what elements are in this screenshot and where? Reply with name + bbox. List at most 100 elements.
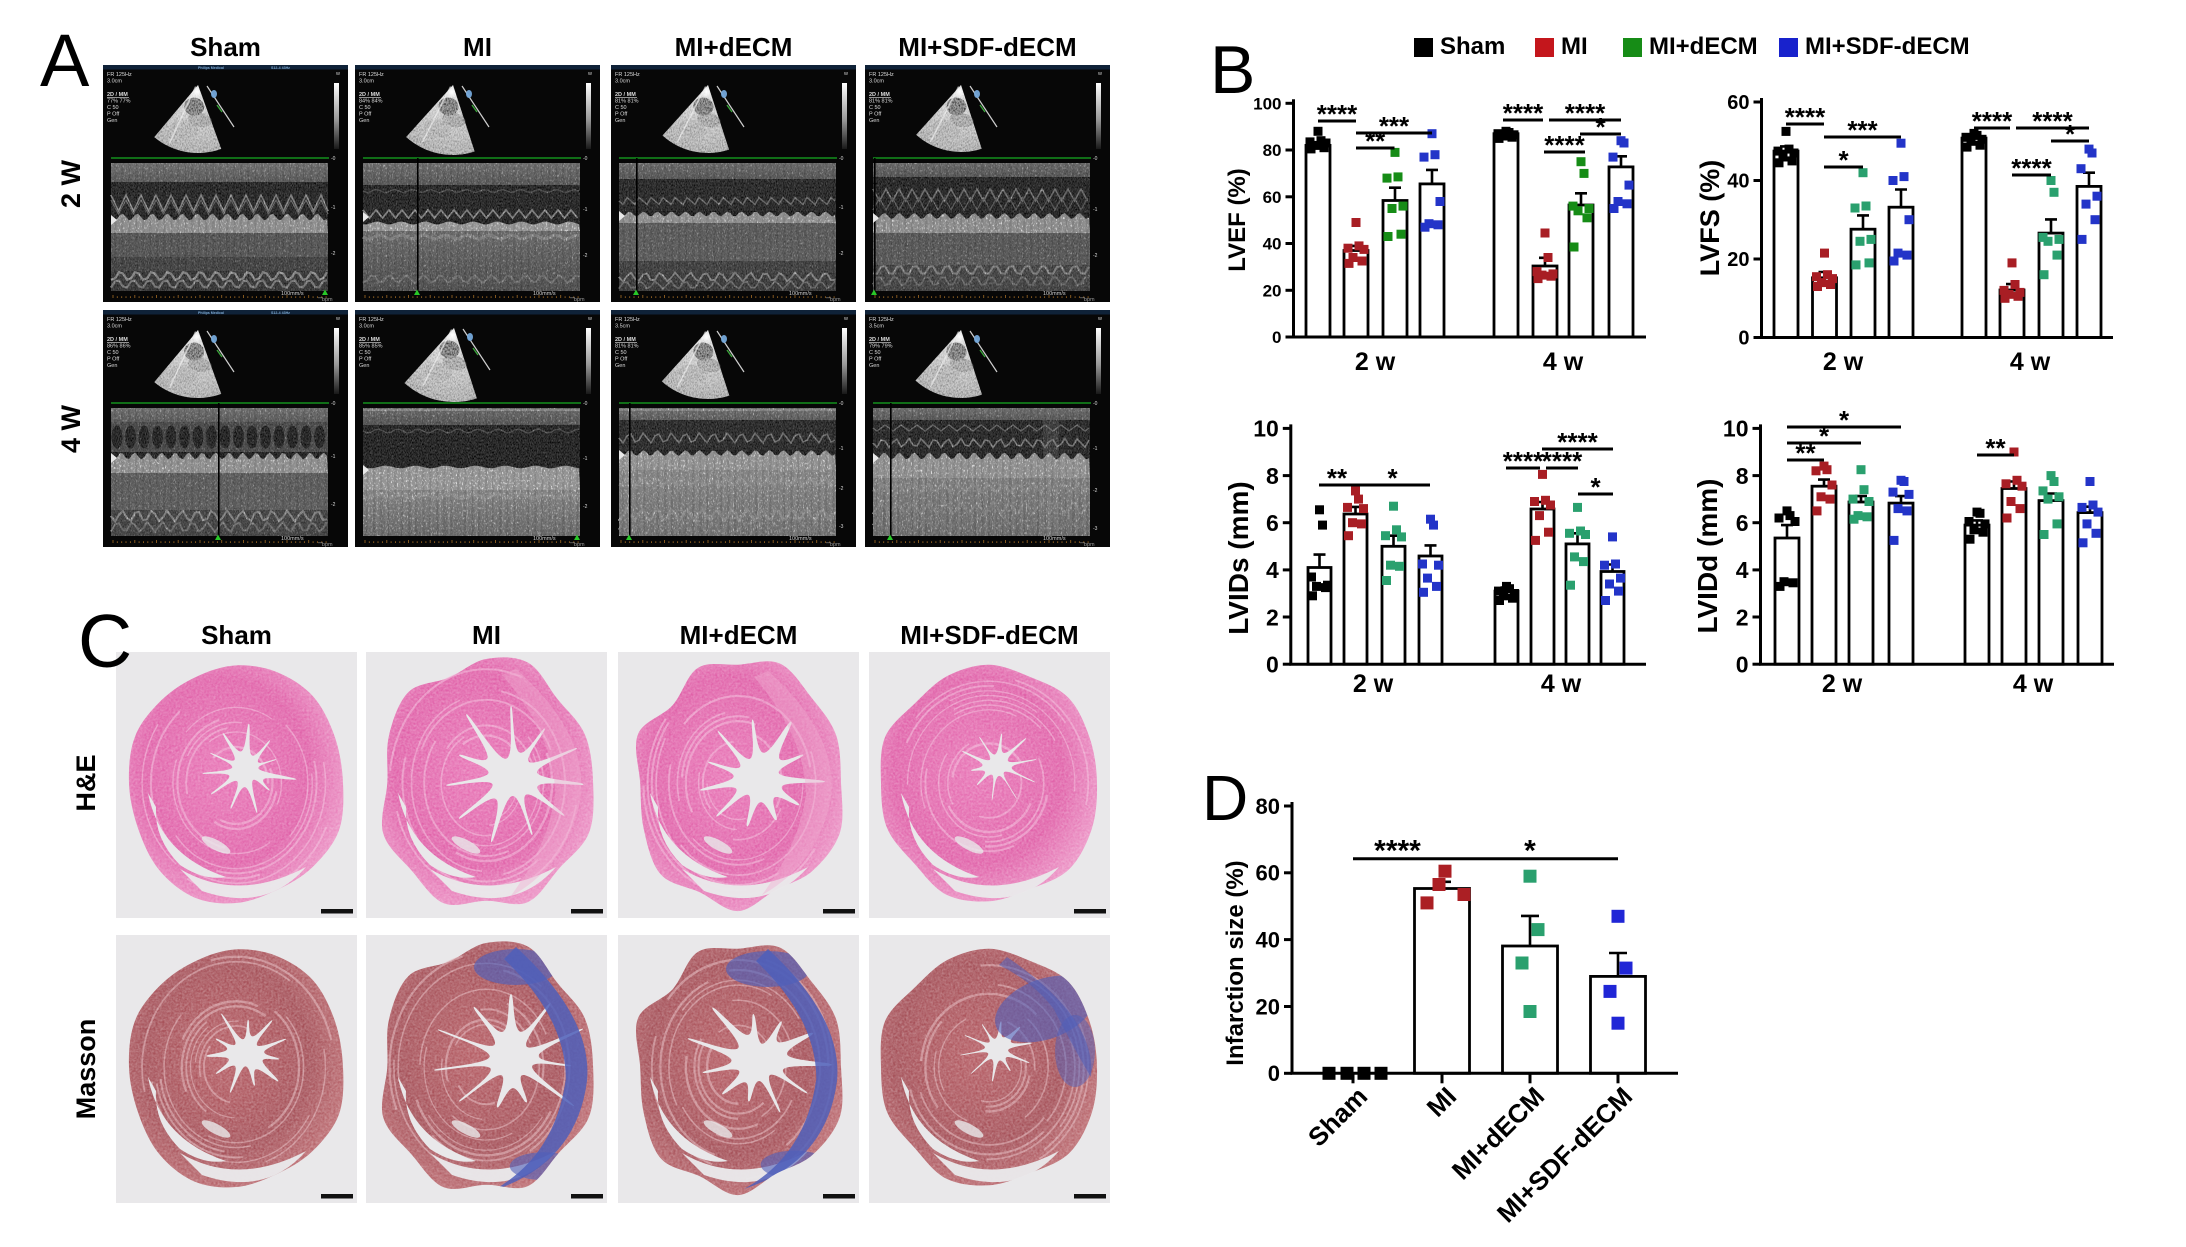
svg-text:4 w: 4 w [1543,348,1584,376]
svg-text:0: 0 [1268,1061,1280,1086]
svg-text:Gen: Gen [359,118,369,124]
svg-text:w: w [335,71,340,77]
svg-text:2D / MM: 2D / MM [359,92,380,98]
svg-text:-2: -2 [1093,488,1098,494]
svg-text:*: * [1524,835,1536,868]
svg-text:""bpm: ""bpm [570,297,585,302]
svg-text:*: * [1819,421,1830,451]
svg-text:FR 125Hz: FR 125Hz [359,317,384,323]
svg-text:****: **** [1565,98,1606,128]
svg-text:w: w [587,71,592,77]
svg-text:4: 4 [1266,557,1279,583]
svg-text:-1: -1 [839,446,844,452]
svg-text:MI+SDF-dECM: MI+SDF-dECM [898,32,1076,62]
svg-text:Sham: Sham [1302,1081,1373,1152]
svg-text:3.0cm: 3.0cm [869,79,884,85]
svg-text:-3: -3 [839,524,844,530]
svg-text:3.0cm: 3.0cm [359,79,374,85]
svg-text:20: 20 [1263,281,1282,300]
svg-text:C 50: C 50 [107,105,119,111]
svg-text:LVFS (%): LVFS (%) [1695,160,1725,277]
svg-text:FR 125Hz: FR 125Hz [359,72,384,78]
svg-text:P Off: P Off [615,357,628,363]
svg-text:100mm/s: 100mm/s [281,536,304,542]
svg-text:****: **** [1785,102,1826,132]
svg-text:MI+dECM: MI+dECM [675,32,793,62]
svg-text:40: 40 [1256,928,1280,953]
svg-text:3.5cm: 3.5cm [869,324,884,330]
svg-text:Masson: Masson [71,1019,101,1120]
svg-text:2D / MM: 2D / MM [615,92,636,98]
svg-text:MI: MI [472,620,501,650]
svg-text:0: 0 [1266,652,1279,678]
svg-text:2D / MM: 2D / MM [869,92,890,98]
svg-text:81% 81%: 81% 81% [869,99,893,105]
svg-text:FR 125Hz: FR 125Hz [615,317,640,323]
svg-text:""bpm: ""bpm [826,297,841,302]
svg-text:3.0cm: 3.0cm [107,324,122,330]
svg-text:w: w [587,316,592,322]
svg-text:*: * [1387,463,1398,493]
svg-text:**: ** [1795,438,1816,468]
svg-text:6: 6 [1736,510,1749,536]
svg-text:60: 60 [1256,861,1280,886]
svg-text:77% 77%: 77% 77% [107,99,131,105]
svg-text:80: 80 [1263,141,1282,160]
svg-text:4 w: 4 w [2010,348,2051,376]
svg-text:**: ** [1327,463,1348,493]
svg-text:w: w [843,71,848,77]
svg-text:FR 125Hz: FR 125Hz [107,72,132,78]
svg-text:P Off: P Off [107,112,120,118]
svg-text:C 50: C 50 [359,105,371,111]
svg-text:2: 2 [1266,604,1279,630]
svg-text:2 w: 2 w [1353,670,1394,698]
svg-text:86% 86%: 86% 86% [107,344,131,350]
svg-text:****: **** [1972,106,2013,136]
svg-text:-3: -3 [1093,526,1098,532]
svg-text:80: 80 [1256,794,1280,819]
svg-text:2 W: 2 W [56,159,86,208]
svg-text:B: B [1210,32,1255,108]
svg-text:""bpm: ""bpm [826,542,841,547]
svg-text:****: **** [1542,446,1583,476]
svg-text:2D / MM: 2D / MM [107,337,128,343]
svg-text:3.0cm: 3.0cm [615,79,630,85]
svg-text:Gen: Gen [615,118,625,124]
svg-text:LVIDd (mm): LVIDd (mm) [1692,478,1723,633]
svg-text:""bpm: ""bpm [1080,297,1095,302]
svg-text:""bpm: ""bpm [318,542,333,547]
svg-text:81% 81%: 81% 81% [615,344,639,350]
svg-text:-1: -1 [583,456,588,462]
svg-text:*: * [1839,405,1850,435]
svg-text:-2: -2 [331,251,336,257]
svg-text:w: w [1097,316,1102,322]
svg-text:-1: -1 [839,205,844,211]
svg-text:2 w: 2 w [1823,348,1864,376]
svg-text:C 50: C 50 [615,105,627,111]
svg-text:-2: -2 [839,251,844,257]
svg-text:4: 4 [1736,557,1749,583]
svg-text:60: 60 [1727,92,1749,114]
svg-text:FR 125Hz: FR 125Hz [107,317,132,323]
svg-text:Infarction size (%): Infarction size (%) [1222,860,1249,1065]
svg-text:****: **** [2011,153,2052,183]
svg-text:2 w: 2 w [1355,348,1396,376]
svg-text:8: 8 [1736,463,1749,489]
svg-text:****: **** [1374,835,1421,868]
svg-text:****: **** [1503,98,1544,128]
svg-text:FR 125Hz: FR 125Hz [869,317,894,323]
svg-text:-0: -0 [583,156,588,162]
svg-text:*: * [1595,112,1606,142]
svg-text:-2: -2 [331,502,336,508]
svg-text:2D / MM: 2D / MM [615,337,636,343]
svg-text:S12-4 43Hz: S12-4 43Hz [271,66,290,70]
svg-text:""bpm: ""bpm [570,542,585,547]
svg-text:P Off: P Off [615,112,628,118]
svg-text:-0: -0 [1093,156,1098,162]
svg-text:*: * [1590,472,1601,502]
svg-text:Sham: Sham [190,32,261,62]
svg-text:w: w [335,316,340,322]
svg-text:3.0cm: 3.0cm [107,79,122,85]
svg-text:P Off: P Off [359,112,372,118]
svg-text:MI+SDF-dECM: MI+SDF-dECM [900,620,1078,650]
